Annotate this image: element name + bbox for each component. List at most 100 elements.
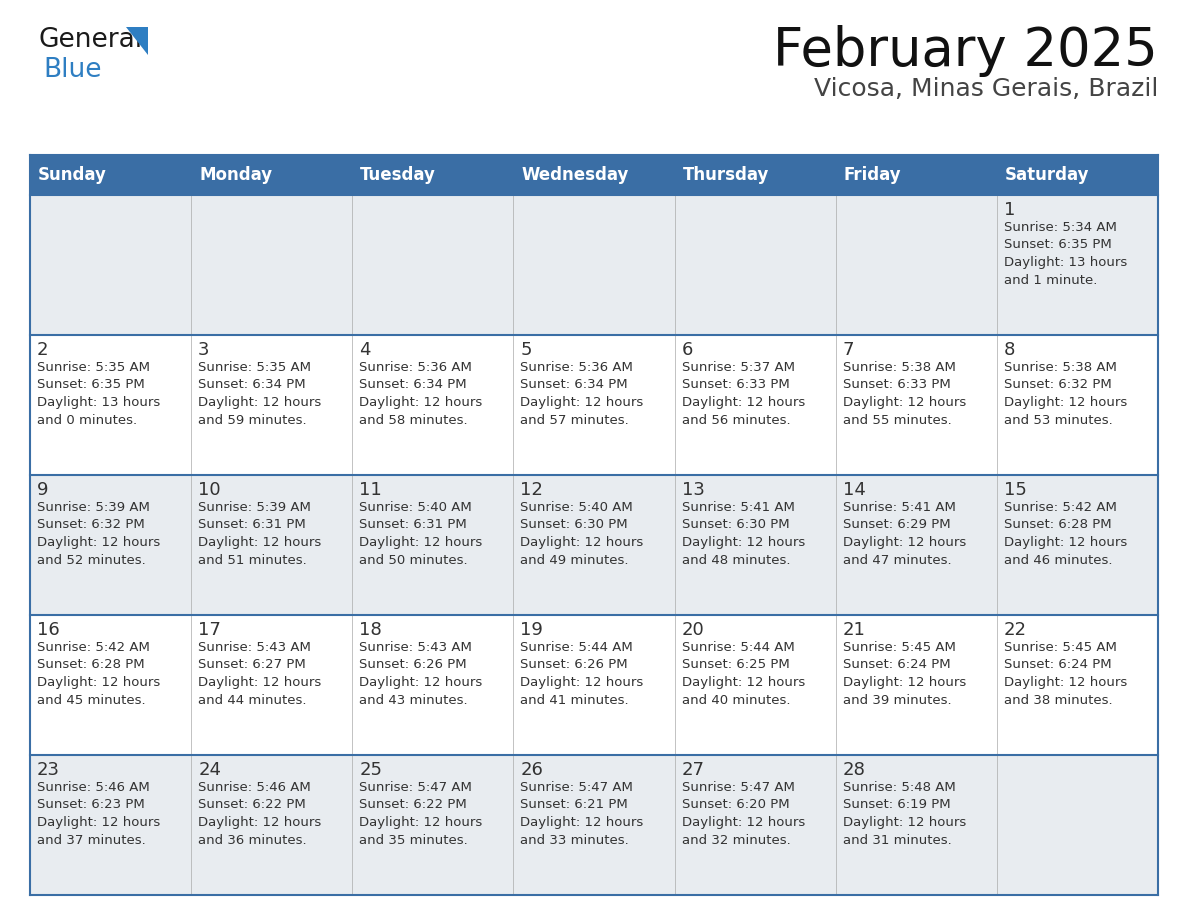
Bar — [513, 615, 675, 755]
Bar — [835, 755, 997, 895]
Bar — [675, 155, 835, 195]
Bar — [675, 195, 835, 335]
Text: Sunrise: 5:43 AM
Sunset: 6:26 PM
Daylight: 12 hours
and 43 minutes.: Sunrise: 5:43 AM Sunset: 6:26 PM Dayligh… — [359, 641, 482, 707]
Text: 20: 20 — [682, 621, 704, 639]
Text: 4: 4 — [359, 341, 371, 359]
Text: 3: 3 — [198, 341, 209, 359]
Bar — [513, 755, 675, 895]
Bar — [835, 335, 997, 475]
Text: Sunrise: 5:43 AM
Sunset: 6:27 PM
Daylight: 12 hours
and 44 minutes.: Sunrise: 5:43 AM Sunset: 6:27 PM Dayligh… — [198, 641, 322, 707]
Bar — [30, 335, 191, 475]
Bar — [353, 755, 513, 895]
Text: 16: 16 — [37, 621, 59, 639]
Text: Sunrise: 5:45 AM
Sunset: 6:24 PM
Daylight: 12 hours
and 38 minutes.: Sunrise: 5:45 AM Sunset: 6:24 PM Dayligh… — [1004, 641, 1127, 707]
Text: 26: 26 — [520, 761, 543, 779]
Text: 9: 9 — [37, 481, 49, 499]
Text: Sunrise: 5:38 AM
Sunset: 6:33 PM
Daylight: 12 hours
and 55 minutes.: Sunrise: 5:38 AM Sunset: 6:33 PM Dayligh… — [842, 361, 966, 427]
Text: Sunrise: 5:36 AM
Sunset: 6:34 PM
Daylight: 12 hours
and 57 minutes.: Sunrise: 5:36 AM Sunset: 6:34 PM Dayligh… — [520, 361, 644, 427]
Text: Sunrise: 5:35 AM
Sunset: 6:35 PM
Daylight: 13 hours
and 0 minutes.: Sunrise: 5:35 AM Sunset: 6:35 PM Dayligh… — [37, 361, 160, 427]
Text: Sunrise: 5:42 AM
Sunset: 6:28 PM
Daylight: 12 hours
and 46 minutes.: Sunrise: 5:42 AM Sunset: 6:28 PM Dayligh… — [1004, 501, 1127, 566]
Bar — [835, 475, 997, 615]
Text: Sunrise: 5:39 AM
Sunset: 6:32 PM
Daylight: 12 hours
and 52 minutes.: Sunrise: 5:39 AM Sunset: 6:32 PM Dayligh… — [37, 501, 160, 566]
Text: Sunrise: 5:36 AM
Sunset: 6:34 PM
Daylight: 12 hours
and 58 minutes.: Sunrise: 5:36 AM Sunset: 6:34 PM Dayligh… — [359, 361, 482, 427]
Text: Thursday: Thursday — [683, 166, 769, 184]
Bar — [675, 335, 835, 475]
Text: 10: 10 — [198, 481, 221, 499]
Text: 25: 25 — [359, 761, 383, 779]
Text: Sunrise: 5:41 AM
Sunset: 6:29 PM
Daylight: 12 hours
and 47 minutes.: Sunrise: 5:41 AM Sunset: 6:29 PM Dayligh… — [842, 501, 966, 566]
Text: Monday: Monday — [200, 166, 272, 184]
Text: Sunrise: 5:45 AM
Sunset: 6:24 PM
Daylight: 12 hours
and 39 minutes.: Sunrise: 5:45 AM Sunset: 6:24 PM Dayligh… — [842, 641, 966, 707]
Text: 27: 27 — [682, 761, 704, 779]
Text: 28: 28 — [842, 761, 866, 779]
Polygon shape — [126, 27, 148, 55]
Bar — [191, 335, 353, 475]
Bar — [997, 155, 1158, 195]
Text: Tuesday: Tuesday — [360, 166, 436, 184]
Text: 6: 6 — [682, 341, 693, 359]
Text: 14: 14 — [842, 481, 866, 499]
Text: Sunrise: 5:39 AM
Sunset: 6:31 PM
Daylight: 12 hours
and 51 minutes.: Sunrise: 5:39 AM Sunset: 6:31 PM Dayligh… — [198, 501, 322, 566]
Text: Sunrise: 5:42 AM
Sunset: 6:28 PM
Daylight: 12 hours
and 45 minutes.: Sunrise: 5:42 AM Sunset: 6:28 PM Dayligh… — [37, 641, 160, 707]
Text: 8: 8 — [1004, 341, 1016, 359]
Text: 12: 12 — [520, 481, 543, 499]
Text: Sunrise: 5:38 AM
Sunset: 6:32 PM
Daylight: 12 hours
and 53 minutes.: Sunrise: 5:38 AM Sunset: 6:32 PM Dayligh… — [1004, 361, 1127, 427]
Text: Sunrise: 5:35 AM
Sunset: 6:34 PM
Daylight: 12 hours
and 59 minutes.: Sunrise: 5:35 AM Sunset: 6:34 PM Dayligh… — [198, 361, 322, 427]
Bar — [835, 155, 997, 195]
Text: Sunrise: 5:44 AM
Sunset: 6:26 PM
Daylight: 12 hours
and 41 minutes.: Sunrise: 5:44 AM Sunset: 6:26 PM Dayligh… — [520, 641, 644, 707]
Bar — [353, 155, 513, 195]
Text: February 2025: February 2025 — [773, 25, 1158, 77]
Bar — [675, 615, 835, 755]
Bar — [191, 475, 353, 615]
Bar — [835, 195, 997, 335]
Bar — [997, 475, 1158, 615]
Bar — [353, 615, 513, 755]
Text: Sunrise: 5:40 AM
Sunset: 6:31 PM
Daylight: 12 hours
and 50 minutes.: Sunrise: 5:40 AM Sunset: 6:31 PM Dayligh… — [359, 501, 482, 566]
Text: 19: 19 — [520, 621, 543, 639]
Bar — [513, 475, 675, 615]
Text: General: General — [38, 27, 143, 53]
Text: Sunrise: 5:44 AM
Sunset: 6:25 PM
Daylight: 12 hours
and 40 minutes.: Sunrise: 5:44 AM Sunset: 6:25 PM Dayligh… — [682, 641, 804, 707]
Bar — [30, 475, 191, 615]
Bar — [997, 615, 1158, 755]
Text: Sunrise: 5:47 AM
Sunset: 6:20 PM
Daylight: 12 hours
and 32 minutes.: Sunrise: 5:47 AM Sunset: 6:20 PM Dayligh… — [682, 781, 804, 846]
Bar — [353, 335, 513, 475]
Bar — [30, 155, 191, 195]
Text: Sunrise: 5:41 AM
Sunset: 6:30 PM
Daylight: 12 hours
and 48 minutes.: Sunrise: 5:41 AM Sunset: 6:30 PM Dayligh… — [682, 501, 804, 566]
Text: 13: 13 — [682, 481, 704, 499]
Bar — [191, 755, 353, 895]
Text: 11: 11 — [359, 481, 383, 499]
Bar — [513, 155, 675, 195]
Text: Sunrise: 5:47 AM
Sunset: 6:21 PM
Daylight: 12 hours
and 33 minutes.: Sunrise: 5:47 AM Sunset: 6:21 PM Dayligh… — [520, 781, 644, 846]
Text: Sunday: Sunday — [38, 166, 107, 184]
Text: Sunrise: 5:48 AM
Sunset: 6:19 PM
Daylight: 12 hours
and 31 minutes.: Sunrise: 5:48 AM Sunset: 6:19 PM Dayligh… — [842, 781, 966, 846]
Text: Wednesday: Wednesday — [522, 166, 628, 184]
Text: 17: 17 — [198, 621, 221, 639]
Text: Vicosa, Minas Gerais, Brazil: Vicosa, Minas Gerais, Brazil — [814, 77, 1158, 101]
Text: Sunrise: 5:40 AM
Sunset: 6:30 PM
Daylight: 12 hours
and 49 minutes.: Sunrise: 5:40 AM Sunset: 6:30 PM Dayligh… — [520, 501, 644, 566]
Bar — [30, 615, 191, 755]
Text: Sunrise: 5:46 AM
Sunset: 6:22 PM
Daylight: 12 hours
and 36 minutes.: Sunrise: 5:46 AM Sunset: 6:22 PM Dayligh… — [198, 781, 322, 846]
Text: Friday: Friday — [843, 166, 902, 184]
Bar — [353, 195, 513, 335]
Text: Sunrise: 5:37 AM
Sunset: 6:33 PM
Daylight: 12 hours
and 56 minutes.: Sunrise: 5:37 AM Sunset: 6:33 PM Dayligh… — [682, 361, 804, 427]
Bar — [997, 195, 1158, 335]
Text: 5: 5 — [520, 341, 532, 359]
Bar — [675, 475, 835, 615]
Text: Sunrise: 5:34 AM
Sunset: 6:35 PM
Daylight: 13 hours
and 1 minute.: Sunrise: 5:34 AM Sunset: 6:35 PM Dayligh… — [1004, 221, 1127, 286]
Bar — [191, 155, 353, 195]
Bar — [997, 335, 1158, 475]
Text: Sunrise: 5:47 AM
Sunset: 6:22 PM
Daylight: 12 hours
and 35 minutes.: Sunrise: 5:47 AM Sunset: 6:22 PM Dayligh… — [359, 781, 482, 846]
Text: 15: 15 — [1004, 481, 1026, 499]
Bar — [353, 475, 513, 615]
Bar — [30, 755, 191, 895]
Bar — [30, 195, 191, 335]
Bar — [513, 195, 675, 335]
Bar — [513, 335, 675, 475]
Bar — [191, 615, 353, 755]
Text: 21: 21 — [842, 621, 866, 639]
Text: Saturday: Saturday — [1005, 166, 1089, 184]
Bar — [191, 195, 353, 335]
Text: 7: 7 — [842, 341, 854, 359]
Text: 18: 18 — [359, 621, 383, 639]
